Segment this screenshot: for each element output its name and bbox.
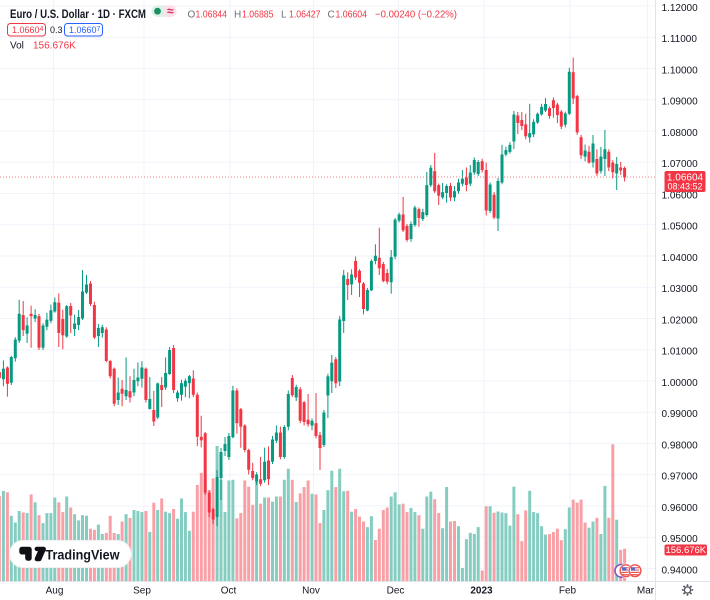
svg-text:1.06607: 1.06607	[69, 25, 101, 35]
svg-text:1.03000: 1.03000	[662, 284, 699, 295]
svg-text:156.676K: 156.676K	[665, 545, 706, 556]
svg-text:1.06885: 1.06885	[242, 10, 274, 21]
svg-text:1.06604: 1.06604	[667, 173, 704, 184]
svg-text:0.95000: 0.95000	[662, 534, 699, 545]
svg-text:1.05000: 1.05000	[662, 222, 699, 233]
svg-text:Aug: Aug	[46, 586, 64, 597]
svg-text:Oct: Oct	[221, 586, 237, 597]
svg-text:1.06604: 1.06604	[336, 10, 368, 21]
svg-text:1.00000: 1.00000	[662, 378, 699, 389]
svg-text:0.94000: 0.94000	[662, 565, 699, 576]
svg-text:Mar: Mar	[637, 586, 655, 597]
svg-text:−0.00240 (−0.22%): −0.00240 (−0.22%)	[375, 10, 457, 21]
svg-text:O: O	[188, 10, 196, 21]
svg-text:0.99000: 0.99000	[662, 409, 699, 420]
svg-text:1.06427: 1.06427	[289, 10, 321, 21]
svg-text:1.06604: 1.06604	[12, 25, 44, 35]
svg-text:1.04000: 1.04000	[662, 253, 699, 264]
svg-text:L: L	[281, 10, 287, 21]
svg-text:Euro / U.S. Dollar · 1D · FXCM: Euro / U.S. Dollar · 1D · FXCM	[10, 7, 146, 21]
svg-text:Sep: Sep	[133, 586, 151, 597]
svg-text:1.06844: 1.06844	[196, 10, 228, 21]
svg-text:0.98000: 0.98000	[662, 440, 699, 451]
svg-text:1.11000: 1.11000	[662, 34, 698, 45]
svg-text:Dec: Dec	[387, 586, 405, 597]
svg-text:Feb: Feb	[559, 586, 577, 597]
svg-text:Nov: Nov	[302, 586, 320, 597]
svg-text:1.08000: 1.08000	[662, 128, 699, 139]
svg-text:1.02000: 1.02000	[662, 315, 699, 326]
svg-text:156.676K: 156.676K	[33, 41, 76, 52]
svg-text:TradingView: TradingView	[46, 548, 120, 563]
svg-text:1.12000: 1.12000	[662, 3, 699, 14]
svg-text:0.96000: 0.96000	[662, 503, 699, 514]
svg-text:1.07000: 1.07000	[662, 159, 699, 170]
svg-text:0.97000: 0.97000	[662, 472, 699, 483]
svg-text:≈: ≈	[167, 4, 174, 18]
svg-text:H: H	[234, 10, 241, 21]
svg-text:1.01000: 1.01000	[662, 347, 699, 358]
svg-text:Vol: Vol	[10, 41, 24, 52]
svg-text:2023: 2023	[470, 586, 493, 597]
svg-text:08:43:52: 08:43:52	[667, 182, 702, 192]
svg-text:C: C	[328, 10, 335, 21]
svg-text:1.10000: 1.10000	[662, 65, 699, 76]
svg-text:1.09000: 1.09000	[662, 97, 699, 108]
svg-text:0.3: 0.3	[50, 25, 63, 35]
svg-text:1.06000: 1.06000	[662, 190, 699, 201]
